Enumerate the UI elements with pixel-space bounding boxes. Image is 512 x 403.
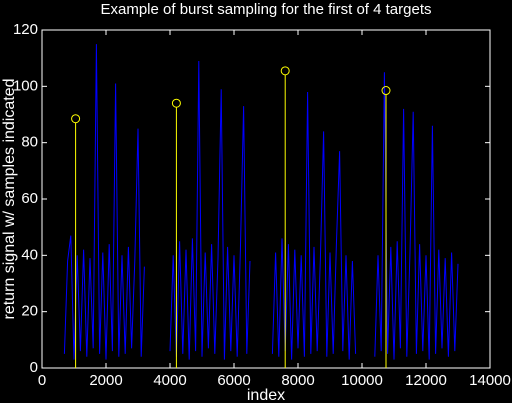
y-tick-label: 100 bbox=[13, 77, 38, 94]
y-tick-label: 80 bbox=[21, 134, 38, 151]
x-tick-label: 4000 bbox=[153, 372, 186, 389]
stem-marker bbox=[171, 98, 181, 108]
y-tick-label: 40 bbox=[21, 246, 38, 263]
stem-marker bbox=[280, 66, 290, 76]
x-tick-label: 6000 bbox=[217, 372, 250, 389]
x-axis-label: index bbox=[247, 387, 285, 403]
chart-title: Example of burst sampling for the first … bbox=[101, 1, 432, 18]
stem-marker bbox=[381, 86, 391, 96]
x-tick-label: 2000 bbox=[89, 372, 122, 389]
y-axis-label: return signal w/ samples indicated bbox=[1, 78, 18, 319]
y-tick-label: 60 bbox=[21, 190, 38, 207]
signal-line bbox=[63, 44, 459, 360]
y-tick-label: 120 bbox=[13, 21, 38, 38]
stem-marker bbox=[71, 114, 81, 124]
x-tick-label: 0 bbox=[38, 372, 46, 389]
y-tick-label: 0 bbox=[30, 359, 38, 376]
x-tick-label: 12000 bbox=[405, 372, 447, 389]
x-tick-label: 14000 bbox=[469, 372, 511, 389]
x-tick-label: 10000 bbox=[341, 372, 383, 389]
y-tick-label: 20 bbox=[21, 303, 38, 320]
x-tick-label: 8000 bbox=[281, 372, 314, 389]
